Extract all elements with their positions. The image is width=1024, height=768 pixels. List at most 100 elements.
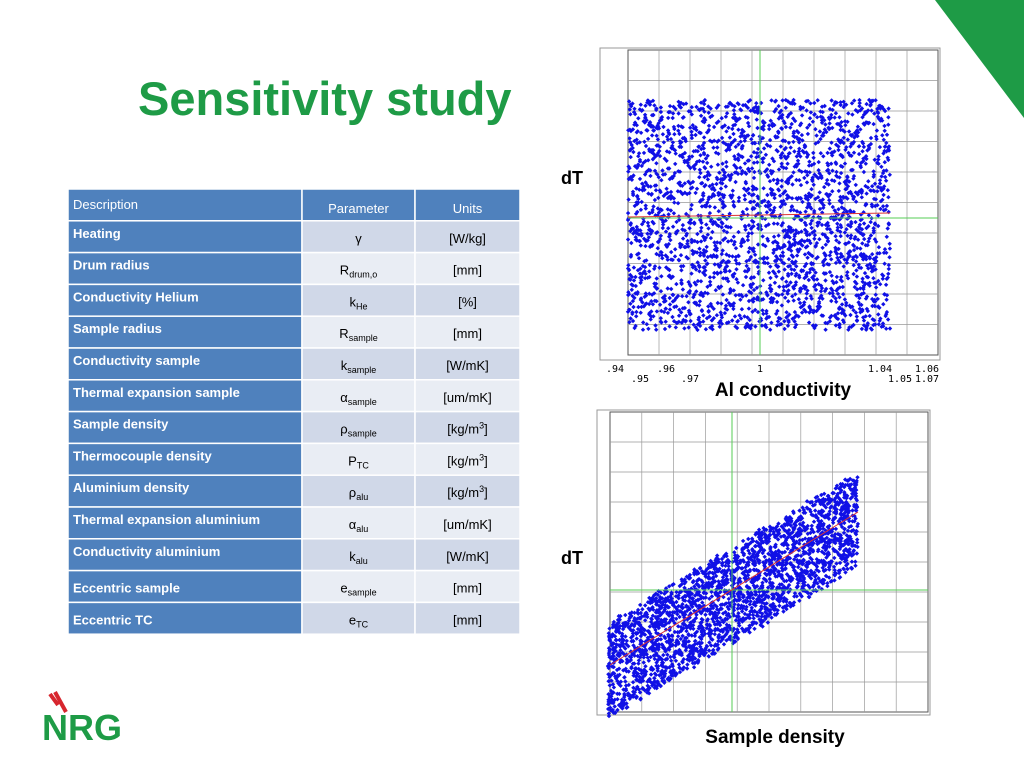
plots: dT Al conductivity .94 .96 1 1.04 1.06 .95 .97 1.…: [561, 47, 941, 748]
x-tick-label: .95: [631, 374, 649, 385]
units-text: [%]: [458, 294, 477, 309]
units-cell: [414, 442, 521, 476]
logo-text: NRG: [42, 707, 122, 748]
description: Heating: [73, 226, 121, 241]
units: [um/mK]: [443, 517, 491, 532]
units-text: [um/mK]: [443, 390, 491, 405]
units: [W/mK]: [446, 549, 489, 564]
fit-line: [627, 212, 891, 218]
subscript: TC: [356, 619, 368, 629]
description: Sample density: [73, 417, 169, 432]
units-cell: [414, 347, 521, 381]
units: [um/mK]: [443, 390, 491, 405]
units-text: [W/mK]: [446, 358, 489, 373]
y-axis-label: dT: [561, 548, 583, 568]
units: [kg/m3]: [447, 484, 487, 500]
param-cell: [301, 379, 416, 413]
scatter-cloud: [605, 475, 861, 719]
parameter: kalu: [349, 549, 368, 566]
units-cell: [414, 601, 521, 635]
symbol: e: [340, 581, 347, 596]
description: Conductivity aluminium: [73, 544, 220, 559]
symbol: e: [349, 612, 356, 627]
units-text: [um/mK]: [443, 517, 491, 532]
units-text: [kg/m: [447, 453, 479, 468]
desc-cell: [67, 315, 303, 349]
units-text: [mm]: [453, 612, 482, 627]
x-tick-label: 1.07: [915, 374, 939, 385]
superscript: 3: [479, 484, 484, 494]
units-text: [mm]: [453, 263, 482, 278]
x-tick-label: 1.04: [868, 364, 892, 375]
param-cell: [301, 442, 416, 476]
subscript: sample: [348, 429, 377, 439]
param-cell: [301, 410, 416, 445]
desc-cell: [67, 569, 303, 604]
description: Thermal expansion sample: [73, 385, 240, 400]
units: [mm]: [453, 263, 482, 278]
units: [mm]: [453, 612, 482, 627]
subscript: alu: [356, 556, 368, 566]
symbol: k: [341, 358, 348, 373]
param-cell: [301, 315, 416, 349]
x-tick-label: 1.05: [888, 374, 912, 385]
x-tick-label: .96: [657, 364, 675, 375]
symbol: ρ: [349, 485, 356, 500]
symbol: α: [349, 517, 357, 532]
x-axis-label: Sample density: [705, 727, 845, 748]
header-cell: [301, 188, 416, 222]
description: Eccentric TC: [73, 612, 153, 627]
logo-mark: [48, 691, 68, 713]
description: Conductivity sample: [73, 353, 200, 368]
desc-cell: [67, 601, 303, 635]
subscript: He: [356, 301, 368, 311]
units-end: ]: [484, 422, 488, 437]
units-end: ]: [484, 453, 488, 468]
units-text: [mm]: [453, 326, 482, 341]
header-text: Parameter: [328, 201, 389, 216]
x-tick-label: .97: [681, 374, 699, 385]
param-cell: [301, 506, 416, 540]
description: Drum radius: [73, 258, 150, 273]
subscript: sample: [347, 365, 376, 375]
parameter: αsample: [340, 390, 377, 407]
units-cell: [414, 379, 521, 413]
header-text: Units: [453, 201, 483, 216]
fit-line: [609, 511, 859, 666]
param-cell: [301, 538, 416, 572]
parameter: esample: [340, 581, 376, 598]
parameter: PTC: [348, 453, 369, 470]
description: Thermal expansion aluminium: [73, 512, 260, 527]
x-tick-label: 1.06: [915, 364, 939, 375]
symbol: α: [340, 390, 348, 405]
units-cell: [414, 315, 521, 349]
param-cell: [301, 474, 416, 508]
subscript: sample: [349, 333, 378, 343]
units: [mm]: [453, 581, 482, 596]
subscript: TC: [357, 460, 369, 470]
corner-triangle: [935, 0, 1024, 118]
units-text: [mm]: [453, 581, 482, 596]
slide-title: Sensitivity study: [138, 72, 512, 125]
units-cell: [414, 410, 521, 445]
units-cell: [414, 538, 521, 572]
subscript: sample: [348, 397, 377, 407]
subscript: sample: [348, 588, 377, 598]
parameter: eTC: [349, 612, 369, 629]
units: [kg/m3]: [447, 452, 487, 468]
x-axis-label: Al conductivity: [715, 380, 852, 401]
parameter: Rdrum,o: [340, 263, 377, 280]
x-tick-label: .94: [606, 364, 624, 375]
units: [W/kg]: [449, 231, 486, 246]
units: [mm]: [453, 326, 482, 341]
parameter-table: Description Parameter Units Heating γ [W/kg] D…: [67, 188, 521, 635]
parameter: kHe: [349, 294, 367, 311]
desc-cell: [67, 442, 303, 476]
units: [%]: [458, 294, 477, 309]
symbol: γ: [355, 231, 362, 246]
units-text: [W/mK]: [446, 549, 489, 564]
desc-cell: [67, 538, 303, 572]
subscript: drum,o: [349, 270, 377, 280]
units: [kg/m3]: [447, 421, 487, 437]
